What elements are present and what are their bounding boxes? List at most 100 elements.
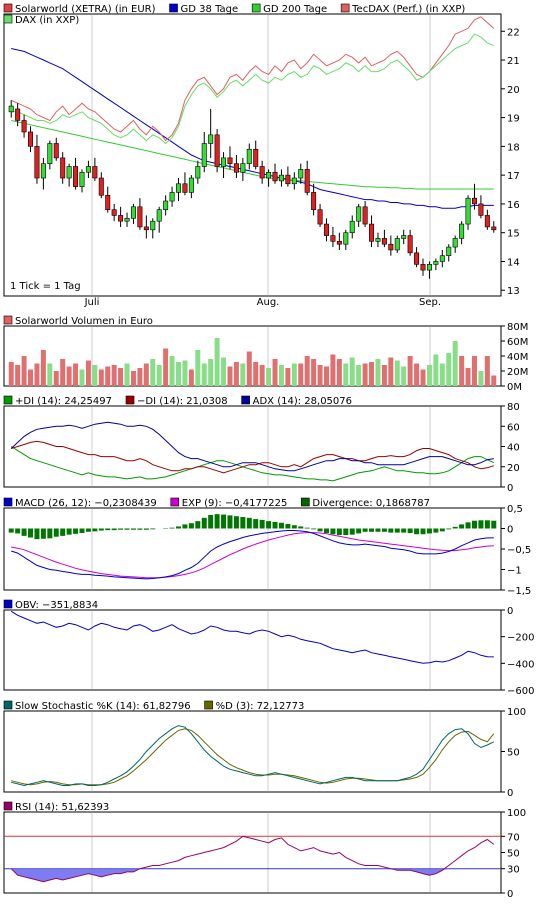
candle-body <box>21 120 27 133</box>
stoch-plot-frame <box>3 710 502 793</box>
divergence-bar <box>375 528 381 532</box>
candle-body <box>118 215 124 222</box>
divergence-bar <box>214 514 220 529</box>
volume-bar <box>343 363 349 386</box>
obv-ytick-label: −400 <box>507 659 534 670</box>
rsi-ytick-label: 50 <box>507 849 520 860</box>
price-plot-frame <box>3 13 502 297</box>
volume-bar <box>471 356 477 386</box>
candle-body <box>60 157 66 179</box>
price-series-line <box>10 16 495 142</box>
volume-bar <box>317 365 323 386</box>
dmi-legend-swatch <box>125 395 135 405</box>
candle-body <box>420 264 426 271</box>
candle-body <box>452 238 458 248</box>
candle-body <box>163 200 169 210</box>
volume-bar <box>478 371 484 386</box>
volume-bar <box>8 362 14 386</box>
volume-bar <box>304 356 310 386</box>
candle-body <box>330 235 336 242</box>
volume-bar <box>465 368 471 386</box>
price-series-line <box>11 48 494 209</box>
volume-bar <box>259 365 265 386</box>
divergence-bar <box>28 528 34 538</box>
volume-bar <box>439 363 445 386</box>
volume-bar <box>285 368 291 386</box>
divergence-bar <box>323 528 329 534</box>
candle-body <box>323 223 329 236</box>
divergence-bar <box>317 528 323 532</box>
price-ytick-label: 20 <box>507 85 520 96</box>
candle-body <box>34 146 40 179</box>
divergence-bar <box>478 520 484 529</box>
divergence-bar <box>452 526 458 529</box>
candle-body <box>478 203 484 216</box>
candle-body <box>336 241 342 245</box>
divergence-bar <box>459 524 465 529</box>
price-legend-label: Solarworld (XETRA) (in EUR) <box>15 4 156 15</box>
divergence-bar <box>420 528 426 535</box>
divergence-bar <box>362 528 368 532</box>
divergence-bar <box>188 523 194 529</box>
candle-body <box>130 206 136 219</box>
divergence-bar <box>433 528 439 533</box>
rsi-plot-frame <box>3 811 502 894</box>
price-ytick-label: 18 <box>507 142 520 153</box>
volume-bar <box>137 368 143 386</box>
candle-body <box>426 264 432 271</box>
divergence-bar <box>471 520 477 529</box>
macd-legend-label: MACD (26, 12): −0,2308439 <box>15 498 157 509</box>
volume-bar <box>208 359 214 386</box>
obv-line <box>10 610 494 664</box>
candle-body <box>221 157 227 167</box>
candle-body <box>176 183 182 193</box>
candle-body <box>246 148 252 164</box>
obv-plot-frame <box>3 609 502 691</box>
dmi-ytick-label: 0 <box>507 483 513 494</box>
rsi-legend-label: RSI (14): 51,62393 <box>15 802 109 813</box>
candle-body <box>137 206 143 228</box>
rsi-legend-swatch <box>3 801 13 811</box>
macd-plot-frame <box>3 507 502 591</box>
divergence-bar <box>388 528 394 533</box>
price-legend-label: TecDAX (Perf.) (in XXP) <box>351 4 465 15</box>
volume-bar <box>163 348 169 386</box>
candle-body <box>362 206 368 225</box>
volume-bar <box>459 356 465 386</box>
candle-body <box>381 238 387 245</box>
volume-bar <box>362 363 368 386</box>
volume-ytick-label: 40M <box>507 352 528 363</box>
stoch-ytick-label: 0 <box>507 788 513 799</box>
price-series-line <box>11 33 495 145</box>
volume-bar <box>176 362 182 386</box>
price-series-line <box>11 120 494 190</box>
macd-ytick-label: 0,5 <box>507 504 523 515</box>
volume-bar <box>407 356 413 386</box>
divergence-bar <box>336 528 342 536</box>
divergence-bar <box>356 528 362 534</box>
stoch-k-line <box>11 725 495 787</box>
divergence-bar <box>426 528 432 534</box>
candle-body <box>291 177 297 185</box>
volume-bar <box>253 362 259 386</box>
volume-bar <box>21 356 27 386</box>
volume-bar <box>98 369 104 386</box>
candle-body <box>311 192 317 210</box>
candle-body <box>233 163 239 173</box>
candle-body <box>394 238 400 251</box>
divergence-bar <box>304 527 310 529</box>
divergence-bar <box>311 528 317 530</box>
macd-legend-label: Divergence: 0,1868787 <box>312 498 430 509</box>
stoch-legend-label: Slow Stochastic %K (14): 61,82796 <box>15 701 191 712</box>
candle-body <box>401 235 407 239</box>
price-ytick-label: 21 <box>507 56 520 67</box>
divergence-bar <box>208 514 214 529</box>
volume-bar <box>246 351 252 386</box>
volume-legend-label: Solarworld Volumen in Euro <box>15 316 153 327</box>
tick-note: 1 Tick = 1 Tag <box>10 281 81 292</box>
divergence-bar <box>40 528 46 539</box>
volume-bar <box>336 359 342 386</box>
price-legend-swatch <box>169 3 178 13</box>
volume-bar <box>420 369 426 386</box>
divergence-bar <box>484 520 490 529</box>
